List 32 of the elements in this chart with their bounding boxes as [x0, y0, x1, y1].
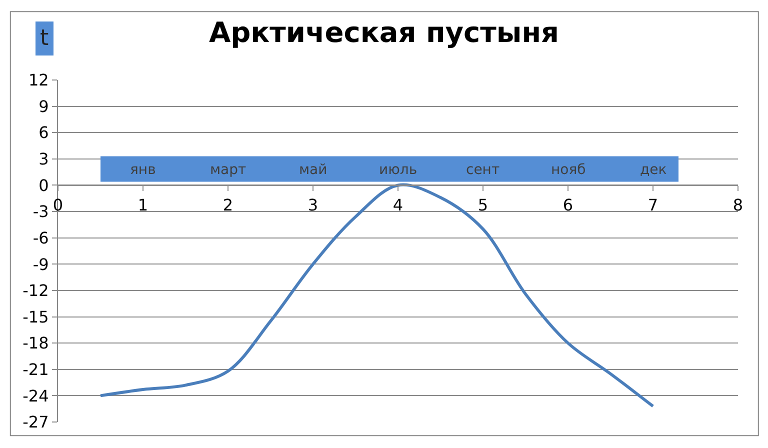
y-tick-label: -15	[22, 307, 49, 326]
annotation: март	[210, 162, 246, 178]
y-tick-label: -27	[22, 412, 49, 432]
annotation: янв	[130, 162, 156, 178]
y-tick-label: -6	[32, 228, 49, 248]
y-tick-label: -18	[22, 334, 49, 353]
annotation: сент	[466, 162, 500, 178]
y-tick-label: 0	[38, 176, 49, 195]
x-tick-label: 6	[562, 195, 574, 214]
x-tick-label: 0	[52, 195, 64, 214]
y-tick-label: -21	[22, 360, 49, 379]
annotation: нояб	[551, 162, 586, 178]
y-tick-label: -3	[32, 202, 49, 222]
x-tick-label: 1	[138, 195, 148, 214]
x-tick-label: 2	[222, 195, 234, 214]
y-tick-label: -24	[22, 386, 49, 406]
y-axis-title: t	[40, 26, 49, 51]
y-tick-label: 6	[38, 123, 49, 142]
x-tick-label: 4	[392, 195, 404, 214]
x-tick-label: 7	[648, 195, 658, 214]
x-tick-label: 5	[478, 195, 488, 214]
chart-title: Арктическая пустыня	[208, 16, 560, 49]
x-tick-label: 3	[308, 195, 318, 214]
annotation: июль	[379, 162, 418, 178]
y-tick-label: -12	[22, 281, 49, 300]
y-tick-label: 3	[38, 150, 49, 169]
y-tick-label: 12	[28, 70, 49, 90]
annotation: май	[299, 162, 328, 178]
x-tick-label: 8	[732, 195, 744, 214]
y-tick-label: 9	[38, 96, 49, 116]
annotation: дек	[640, 162, 667, 178]
y-tick-label: -9	[32, 254, 49, 274]
